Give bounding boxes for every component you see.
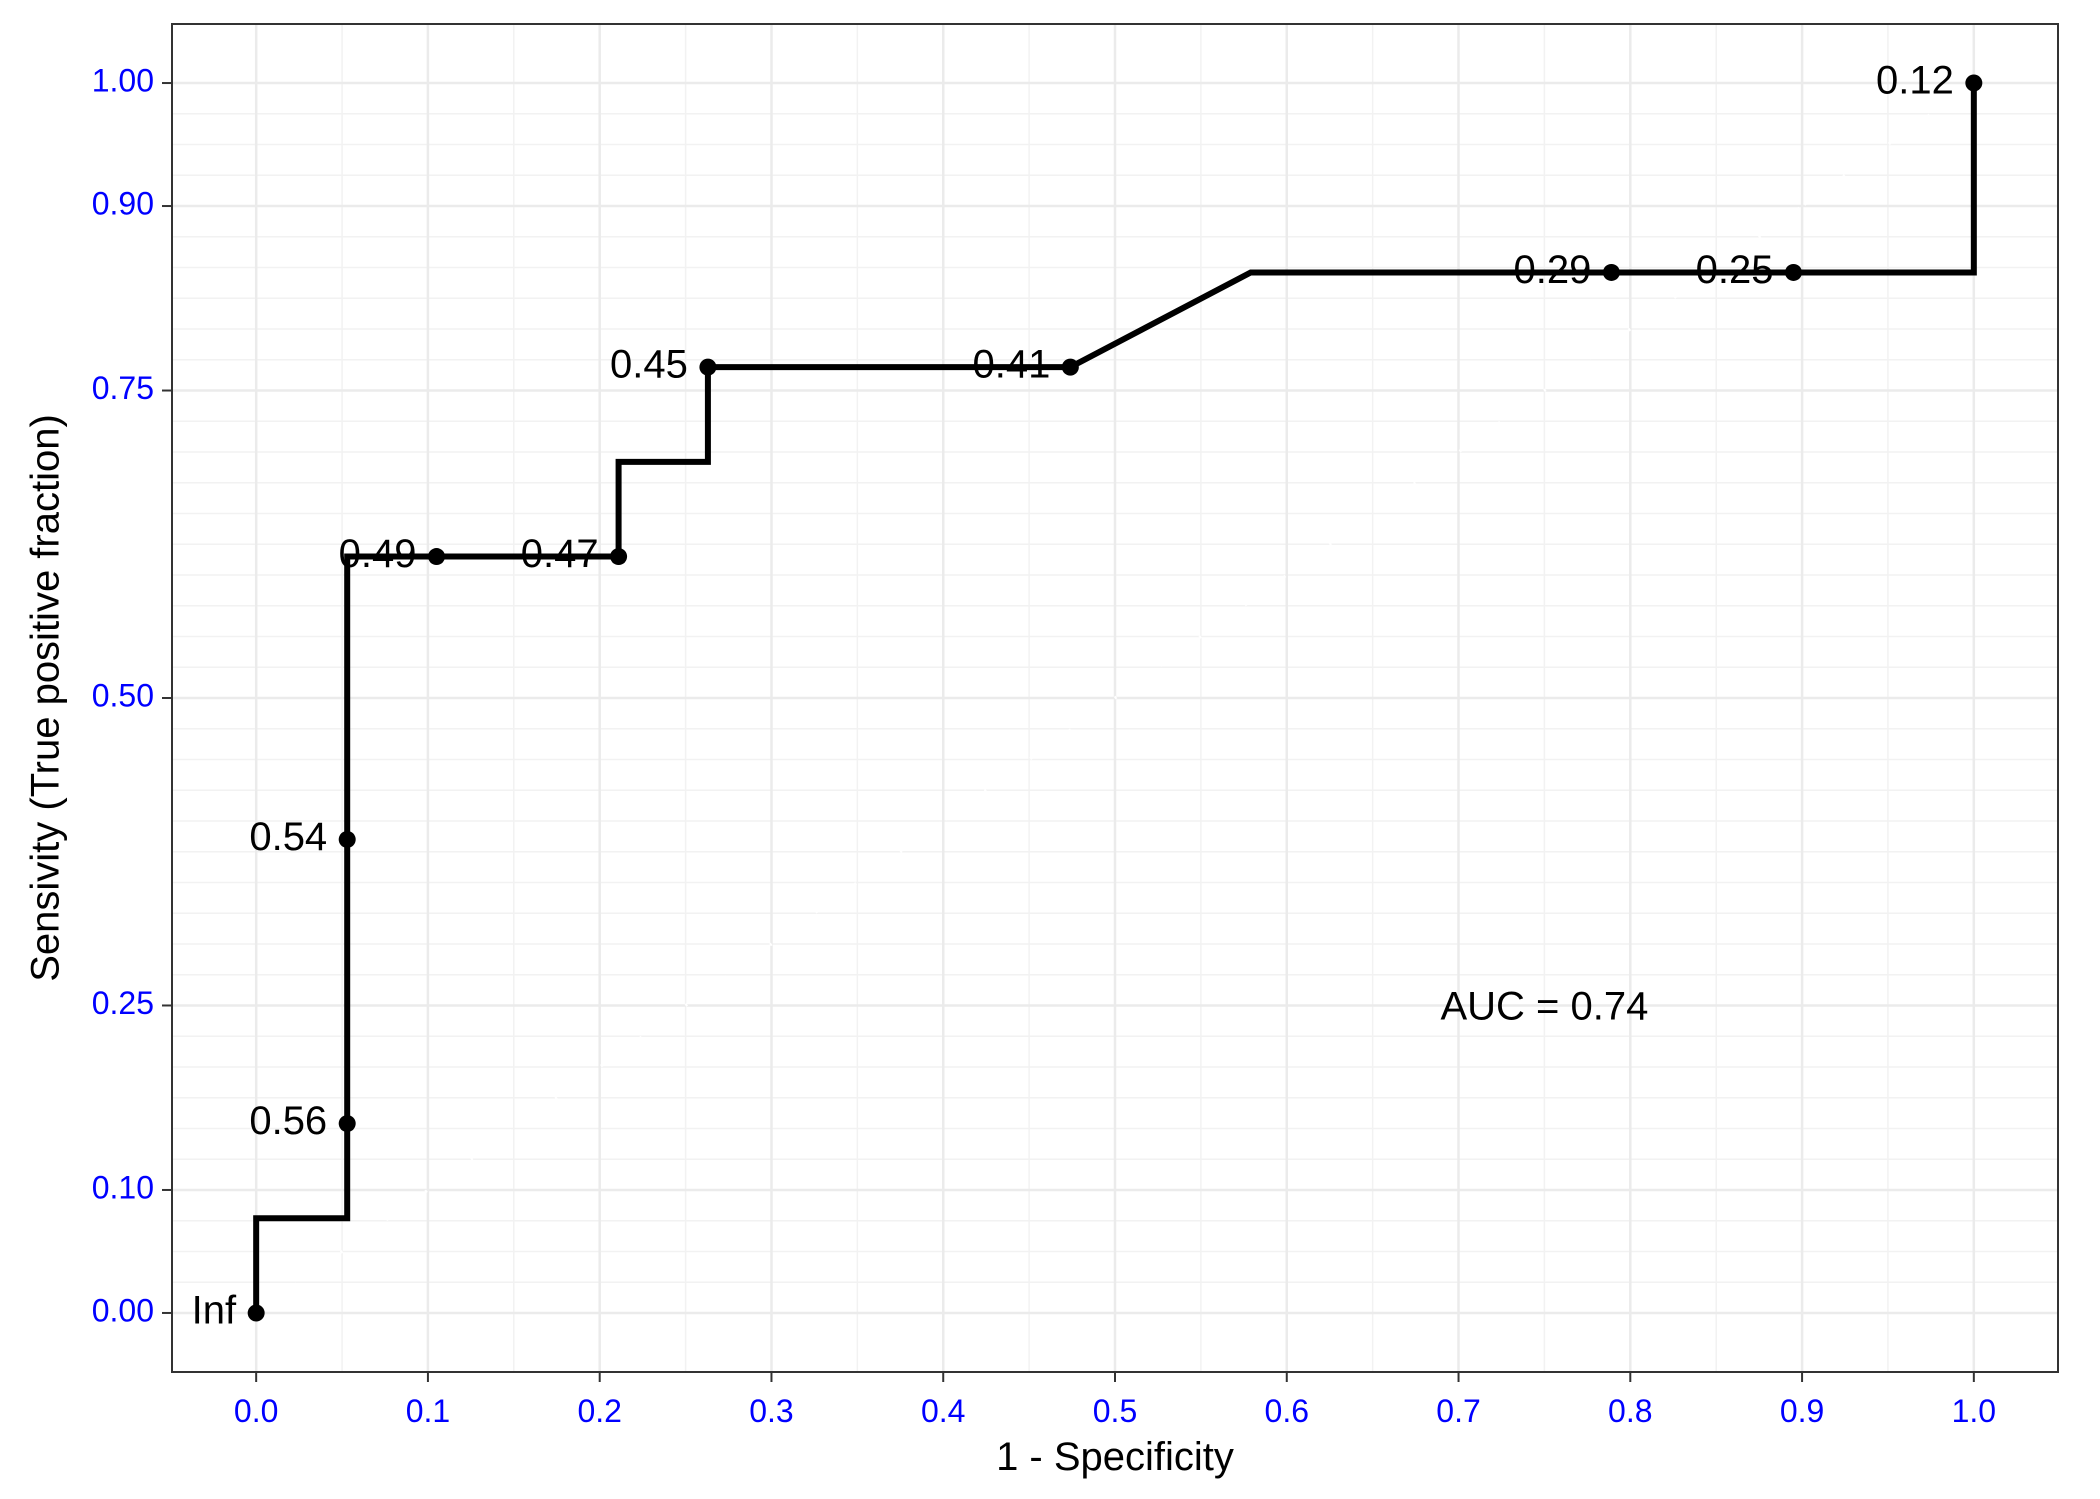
reference-diagonal bbox=[255, 81, 1975, 1315]
x-tick-label: 1.0 bbox=[1952, 1393, 1996, 1429]
y-tick-label: 0.00 bbox=[92, 1292, 154, 1328]
x-tick-label: 0.8 bbox=[1608, 1393, 1652, 1429]
y-tick-label: 0.50 bbox=[92, 677, 154, 713]
roc-curve-line bbox=[253, 83, 1977, 1313]
threshold-point bbox=[1602, 263, 1620, 281]
x-tick-label: 0.9 bbox=[1780, 1393, 1824, 1429]
y-axis-title: Sensivity (True positive fraction) bbox=[24, 414, 68, 982]
threshold-point bbox=[338, 830, 356, 848]
y-tick-label: 1.00 bbox=[92, 62, 154, 98]
threshold-point bbox=[1965, 74, 1983, 92]
threshold-label: Inf bbox=[192, 1289, 237, 1333]
x-axis: 0.0 0.1 0.2 0.3 0.4 0.5 0.6 0.7 0.8 0.9 1.0 bbox=[234, 1372, 1996, 1429]
threshold-point bbox=[338, 1115, 356, 1133]
threshold-label: 0.56 bbox=[249, 1099, 327, 1143]
x-tick-label: 0.4 bbox=[921, 1393, 965, 1429]
x-tick-label: 0.7 bbox=[1436, 1393, 1480, 1429]
y-axis: 0.00 0.10 0.25 0.50 0.75 0.90 1.00 bbox=[92, 62, 172, 1328]
threshold-point bbox=[610, 548, 628, 566]
threshold-labels: Inf 0.56 0.54 0.49 0.47 0.45 0.41 0.29 0.25 0.12 bbox=[192, 59, 1954, 1333]
auc-annotation: AUC = 0.74 bbox=[1440, 985, 1648, 1029]
x-tick-label: 0.3 bbox=[749, 1393, 793, 1429]
threshold-point bbox=[1061, 358, 1079, 376]
y-tick-label: 0.10 bbox=[92, 1169, 154, 1205]
threshold-point bbox=[428, 548, 446, 566]
threshold-point bbox=[247, 1304, 265, 1322]
threshold-label: 0.12 bbox=[1876, 59, 1954, 103]
threshold-label: 0.41 bbox=[972, 343, 1050, 387]
y-tick-label: 0.75 bbox=[92, 370, 154, 406]
threshold-label: 0.29 bbox=[1514, 248, 1592, 292]
x-axis-title: 1 - Specificity bbox=[996, 1435, 1234, 1479]
x-tick-label: 0.1 bbox=[406, 1393, 450, 1429]
y-tick-label: 0.90 bbox=[92, 185, 154, 221]
threshold-label: 0.25 bbox=[1696, 248, 1774, 292]
x-tick-label: 0.2 bbox=[577, 1393, 621, 1429]
threshold-point bbox=[699, 358, 717, 376]
threshold-label: 0.49 bbox=[339, 532, 417, 576]
x-tick-label: 0.0 bbox=[234, 1393, 278, 1429]
threshold-points bbox=[247, 74, 1983, 1322]
x-tick-label: 0.6 bbox=[1265, 1393, 1309, 1429]
threshold-label: 0.45 bbox=[610, 343, 688, 387]
threshold-point bbox=[1784, 263, 1802, 281]
threshold-label: 0.54 bbox=[249, 815, 327, 859]
y-tick-label: 0.25 bbox=[92, 985, 154, 1021]
x-tick-label: 0.5 bbox=[1093, 1393, 1137, 1429]
threshold-label: 0.47 bbox=[521, 532, 599, 576]
